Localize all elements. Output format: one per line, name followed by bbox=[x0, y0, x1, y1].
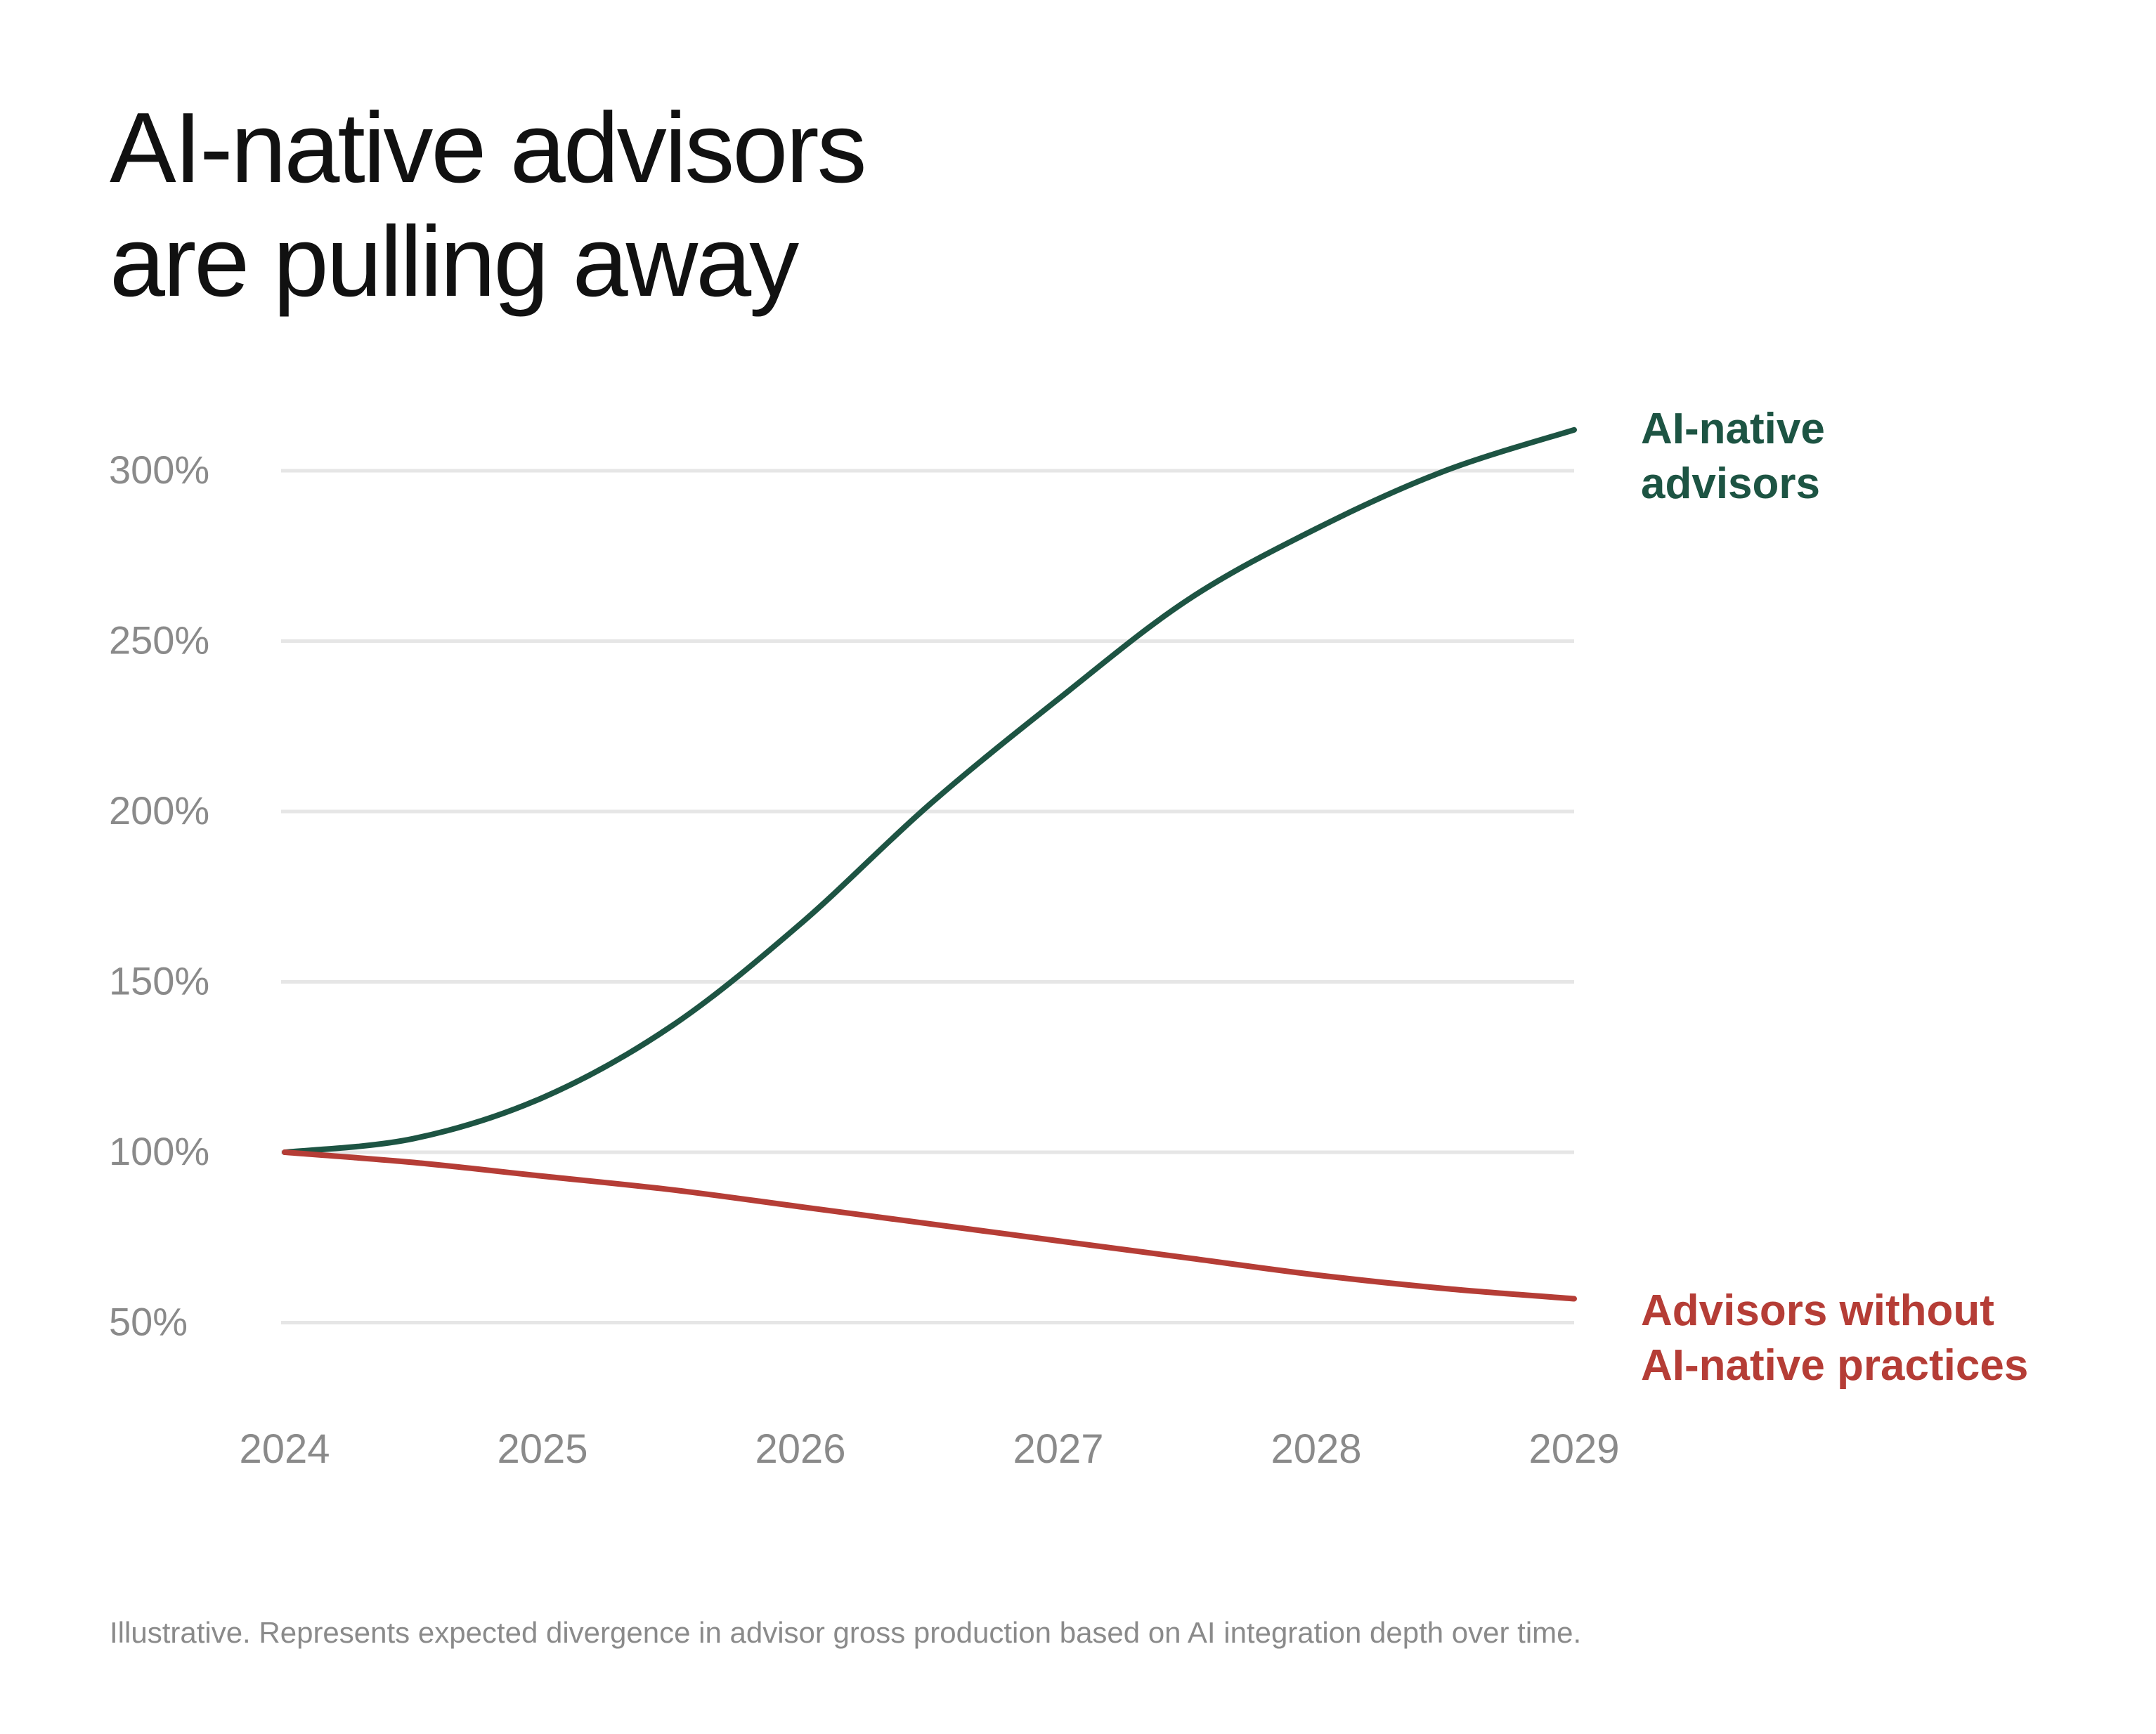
y-tick-label-50: 50% bbox=[109, 1300, 188, 1344]
x-tick-label-2026: 2026 bbox=[755, 1426, 845, 1472]
y-tick-label-250: 250% bbox=[109, 618, 209, 663]
footnote: Illustrative. Represents expected diverg… bbox=[110, 1616, 1582, 1649]
series-label-without-ai-line-1: Advisors without bbox=[1641, 1286, 1994, 1335]
series-line-ai-native bbox=[282, 426, 1577, 1155]
x-tick-label-2025: 2025 bbox=[497, 1426, 587, 1472]
y-tick-label-200: 200% bbox=[109, 788, 209, 833]
x-tick-label-2028: 2028 bbox=[1271, 1426, 1361, 1472]
x-tick-label-2027: 2027 bbox=[1013, 1426, 1103, 1472]
x-axis-ticks: 2024 2025 2026 2027 2028 2029 bbox=[239, 1426, 1619, 1472]
y-tick-label-150: 150% bbox=[109, 959, 209, 1003]
series-label-ai-native-line-1: AI-native bbox=[1641, 405, 1825, 453]
chart-title: AI-native advisors are pulling away bbox=[110, 91, 867, 319]
y-axis-ticks: 50% 100% 150% 200% 250% 300% bbox=[109, 448, 209, 1344]
y-tick-label-100: 100% bbox=[109, 1129, 209, 1173]
chart-title-line-2: are pulling away bbox=[110, 206, 799, 318]
series-line-without-ai bbox=[282, 1149, 1577, 1302]
series-lines bbox=[282, 426, 1577, 1302]
chart-title-line-1: AI-native advisors bbox=[110, 92, 867, 204]
series-label-without-ai-line-2: AI-native practices bbox=[1641, 1341, 2028, 1390]
gridlines bbox=[281, 469, 1574, 1324]
series-labels: AI-native advisors Advisors without AI-nati… bbox=[1641, 405, 2028, 1390]
x-tick-label-2029: 2029 bbox=[1528, 1426, 1619, 1472]
x-tick-label-2024: 2024 bbox=[239, 1426, 330, 1472]
y-tick-label-300: 300% bbox=[109, 448, 209, 492]
series-label-ai-native-line-2: advisors bbox=[1641, 459, 1820, 508]
